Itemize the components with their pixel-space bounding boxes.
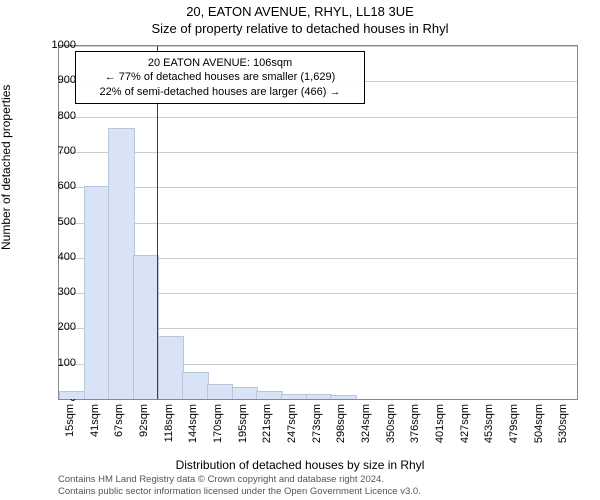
y-tick-label: 300 bbox=[36, 286, 76, 298]
annotation-line2: ← 77% of detached houses are smaller (1,… bbox=[82, 70, 358, 84]
y-tick-label: 400 bbox=[36, 251, 76, 263]
bar bbox=[158, 336, 184, 399]
bar bbox=[256, 391, 282, 399]
bar bbox=[84, 186, 110, 399]
y-tick-label: 500 bbox=[36, 216, 76, 228]
y-tick-label: 900 bbox=[36, 74, 76, 86]
gridline bbox=[59, 152, 577, 153]
bar bbox=[108, 128, 134, 399]
y-axis-label: Number of detached properties bbox=[0, 85, 13, 250]
gridline bbox=[59, 223, 577, 224]
bar bbox=[232, 387, 258, 399]
annotation-line3: 22% of semi-detached houses are larger (… bbox=[82, 85, 358, 99]
bar bbox=[330, 395, 356, 399]
plot-area: 20 EATON AVENUE: 106sqm ← 77% of detache… bbox=[58, 45, 578, 400]
gridline bbox=[59, 117, 577, 118]
chart-title-main: 20, EATON AVENUE, RHYL, LL18 3UE bbox=[0, 4, 600, 19]
gridline bbox=[59, 46, 577, 47]
attribution-line2: Contains public sector information licen… bbox=[58, 486, 421, 497]
y-tick-label: 700 bbox=[36, 145, 76, 157]
attribution: Contains HM Land Registry data © Crown c… bbox=[58, 474, 421, 497]
y-tick-label: 100 bbox=[36, 357, 76, 369]
attribution-line1: Contains HM Land Registry data © Crown c… bbox=[58, 474, 421, 485]
bar bbox=[281, 394, 307, 399]
chart-container: 20, EATON AVENUE, RHYL, LL18 3UE Size of… bbox=[0, 0, 600, 500]
gridline bbox=[59, 187, 577, 188]
y-tick-label: 800 bbox=[36, 110, 76, 122]
y-tick-label: 1000 bbox=[36, 39, 76, 51]
x-axis-label: Distribution of detached houses by size … bbox=[0, 458, 600, 472]
y-tick-label: 600 bbox=[36, 180, 76, 192]
chart-title-sub: Size of property relative to detached ho… bbox=[0, 21, 600, 36]
annotation-box: 20 EATON AVENUE: 106sqm ← 77% of detache… bbox=[75, 51, 365, 104]
bar bbox=[182, 372, 208, 399]
y-tick-label: 200 bbox=[36, 321, 76, 333]
bar bbox=[133, 255, 159, 399]
bar bbox=[207, 384, 233, 399]
bar bbox=[306, 394, 332, 399]
annotation-line1: 20 EATON AVENUE: 106sqm bbox=[82, 56, 358, 70]
bar bbox=[59, 391, 85, 399]
